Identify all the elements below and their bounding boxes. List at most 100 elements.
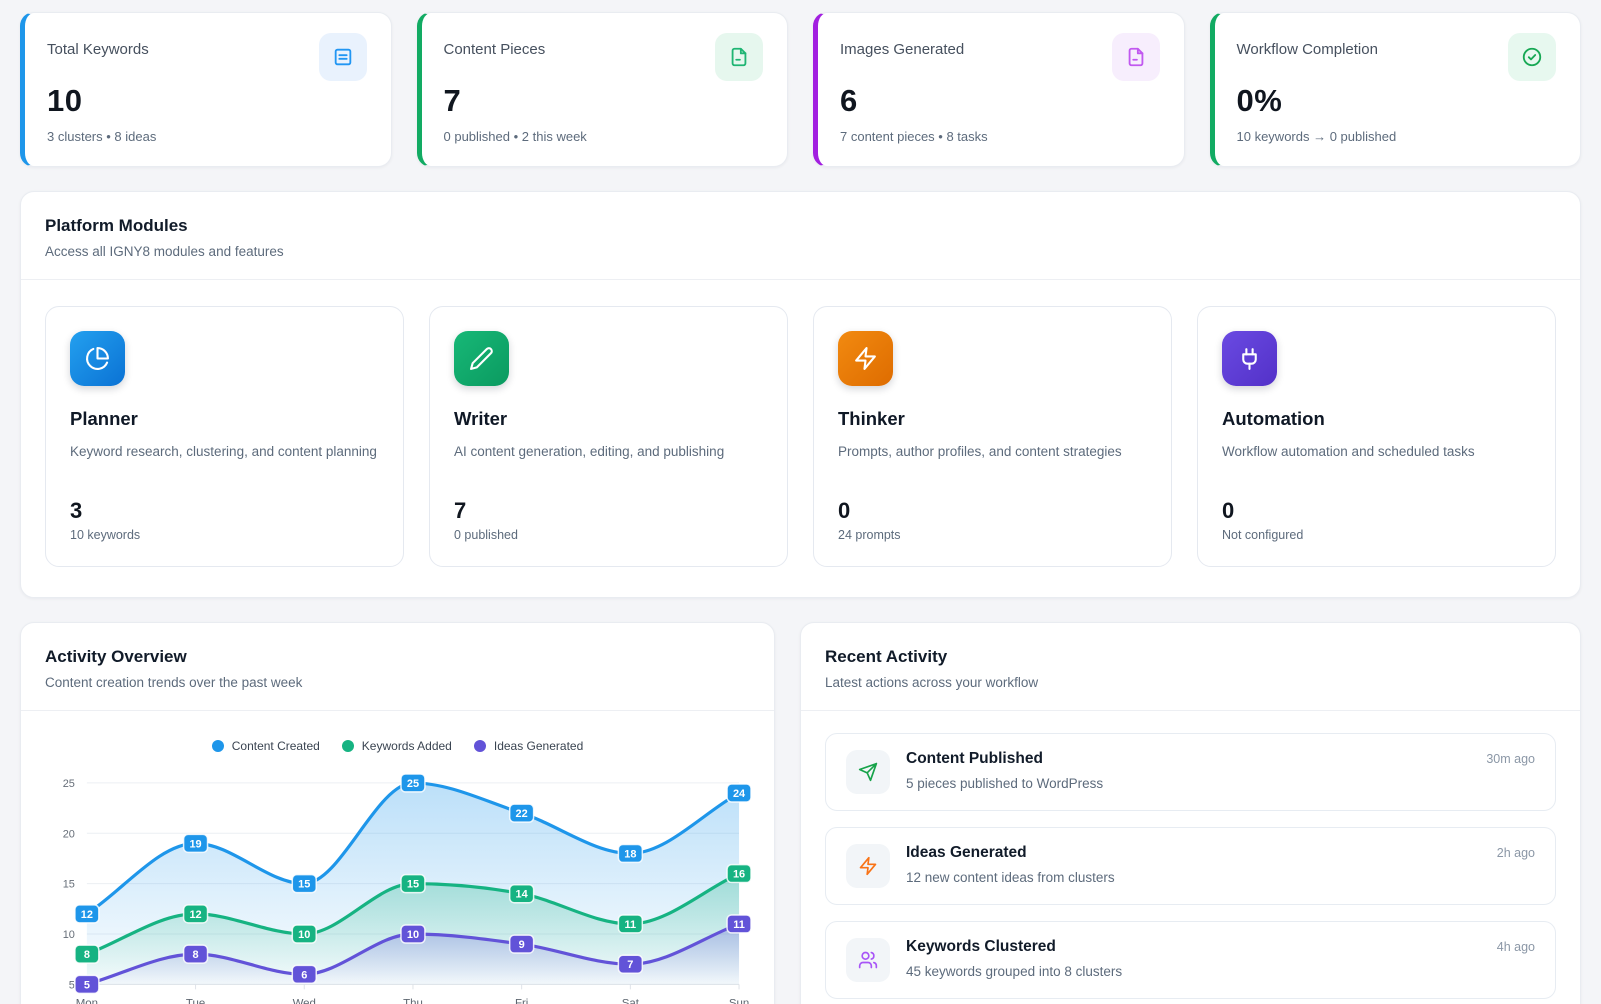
svg-text:18: 18	[624, 848, 636, 860]
check-circle-icon	[1522, 47, 1542, 67]
stat-card-total-keywords[interactable]: Total Keywords 10 3 clusters • 8 ideas	[20, 12, 392, 167]
stat-card-workflow-completion[interactable]: Workflow Completion 0% 10 keywords → 0 p…	[1209, 12, 1581, 167]
stat-subtext: 10 keywords → 0 published	[1236, 129, 1397, 144]
list-icon	[334, 48, 351, 66]
module-description: Keyword research, clustering, and conten…	[70, 444, 377, 459]
chart-legend: Content Created Keywords Added Ideas Gener…	[41, 739, 754, 753]
module-stat-label: Not configured	[1222, 528, 1304, 542]
activity-title: Keywords Clustered	[906, 938, 1056, 955]
platform-modules-header: Platform Modules Access all IGNY8 module…	[21, 192, 1580, 280]
recent-activity-header: Recent Activity Latest actions across yo…	[801, 623, 1580, 711]
svg-text:15: 15	[63, 879, 75, 891]
svg-text:9: 9	[519, 939, 525, 951]
module-card-automation[interactable]: Automation Workflow automation and sched…	[1197, 306, 1556, 567]
module-card-writer[interactable]: Writer AI content generation, editing, a…	[429, 306, 788, 567]
svg-text:11: 11	[733, 919, 745, 931]
svg-text:5: 5	[69, 979, 75, 991]
module-name: Writer	[454, 408, 508, 429]
send-icon	[858, 762, 878, 782]
svg-text:Wed: Wed	[293, 997, 316, 1004]
platform-modules-card: Platform Modules Access all IGNY8 module…	[20, 191, 1581, 598]
file-edit-icon	[731, 47, 747, 67]
legend-dot	[211, 740, 224, 752]
stat-card-images-generated[interactable]: Images Generated 6 7 content pieces • 8 …	[813, 12, 1185, 167]
bottom-row: Activity Overview Content creation trend…	[20, 622, 1581, 1004]
legend-item[interactable]: Content Created	[211, 739, 320, 753]
modules-grid: Planner Keyword research, clustering, an…	[21, 280, 1580, 597]
activity-timestamp: 30m ago	[1486, 752, 1535, 766]
svg-text:Mon: Mon	[76, 997, 98, 1004]
section-title: Activity Overview	[45, 647, 187, 666]
activity-item-ideas-generated[interactable]: Ideas Generated 2h ago 12 new content id…	[825, 827, 1556, 905]
legend-dot	[473, 740, 486, 752]
module-stat: 7	[454, 498, 467, 523]
plug-icon	[1242, 348, 1257, 370]
line-chart[interactable]: 25 20 15 10 5 Mon Tue Wed Thu Fri Sat Sun 12 19 15 …	[41, 759, 754, 1004]
svg-text:10: 10	[298, 929, 310, 941]
module-description: Prompts, author profiles, and content st…	[838, 444, 1122, 459]
svg-text:12: 12	[81, 909, 93, 921]
activity-timestamp: 4h ago	[1496, 940, 1535, 954]
stat-card-content-pieces[interactable]: Content Pieces 7 0 published • 2 this we…	[416, 12, 788, 167]
stats-row: Total Keywords 10 3 clusters • 8 ideas C…	[20, 12, 1581, 167]
module-description: AI content generation, editing, and publ…	[454, 444, 725, 459]
stat-label: Images Generated	[840, 41, 965, 58]
section-subtitle: Access all IGNY8 modules and features	[45, 244, 284, 259]
activity-overview-header: Activity Overview Content creation trend…	[21, 623, 774, 711]
pie-chart-icon	[86, 347, 109, 370]
svg-text:16: 16	[733, 869, 745, 881]
bolt-icon	[855, 347, 876, 370]
activity-item-keywords-clustered[interactable]: Keywords Clustered 4h ago 45 keywords gr…	[825, 921, 1556, 999]
legend-item[interactable]: Ideas Generated	[473, 739, 583, 753]
module-card-planner[interactable]: Planner Keyword research, clustering, an…	[45, 306, 404, 567]
activity-list: Content Published 30m ago 5 pieces publi…	[801, 711, 1580, 1004]
module-stat-label: 0 published	[454, 528, 518, 542]
section-subtitle: Latest actions across your workflow	[825, 675, 1039, 690]
section-title: Recent Activity	[825, 647, 948, 666]
module-name: Planner	[70, 408, 138, 429]
module-name: Automation	[1222, 408, 1325, 429]
module-stat: 0	[1222, 498, 1235, 523]
stat-label: Workflow Completion	[1236, 41, 1378, 58]
activity-chart: Content Created Keywords Added Ideas Gener…	[21, 711, 774, 1004]
stat-subtext: 0 published • 2 this week	[443, 129, 587, 144]
stat-value: 7	[443, 83, 462, 118]
svg-text:11: 11	[625, 919, 637, 931]
svg-text:7: 7	[627, 959, 633, 971]
legend-item[interactable]: Keywords Added	[341, 739, 452, 753]
section-subtitle: Content creation trends over the past we…	[45, 675, 303, 690]
svg-text:6: 6	[301, 969, 307, 981]
dashboard-page: Total Keywords 10 3 clusters • 8 ideas C…	[20, 12, 1581, 1004]
svg-text:24: 24	[733, 788, 746, 800]
svg-text:Sat: Sat	[622, 997, 640, 1004]
svg-text:Thu: Thu	[403, 997, 423, 1004]
svg-text:Fri: Fri	[515, 997, 528, 1004]
svg-text:19: 19	[189, 838, 201, 850]
stat-value: 10	[47, 83, 83, 118]
activity-item-content-published[interactable]: Content Published 30m ago 5 pieces publi…	[825, 733, 1556, 811]
module-stat: 3	[70, 498, 83, 523]
svg-text:14: 14	[516, 889, 529, 901]
activity-description: 45 keywords grouped into 8 clusters	[906, 964, 1123, 979]
module-card-thinker[interactable]: Thinker Prompts, author profiles, and co…	[813, 306, 1172, 567]
svg-text:15: 15	[407, 879, 419, 891]
pencil-icon	[470, 347, 493, 370]
module-description: Workflow automation and scheduled tasks	[1222, 444, 1475, 459]
svg-text:8: 8	[84, 949, 90, 961]
module-stat: 0	[838, 498, 851, 523]
file-image-icon	[1128, 47, 1143, 67]
activity-title: Ideas Generated	[906, 844, 1027, 861]
svg-text:8: 8	[193, 949, 199, 961]
svg-text:25: 25	[407, 778, 419, 790]
svg-text:20: 20	[63, 828, 75, 840]
activity-timestamp: 2h ago	[1496, 846, 1535, 860]
stat-label: Total Keywords	[47, 41, 149, 58]
module-name: Thinker	[838, 408, 905, 429]
svg-text:12: 12	[189, 909, 201, 921]
stat-subtext: 7 content pieces • 8 tasks	[840, 129, 988, 144]
users-icon	[858, 951, 878, 969]
legend-dot	[341, 740, 354, 752]
stat-label: Content Pieces	[443, 41, 546, 58]
svg-text:22: 22	[516, 808, 528, 820]
bolt-icon	[859, 856, 877, 876]
